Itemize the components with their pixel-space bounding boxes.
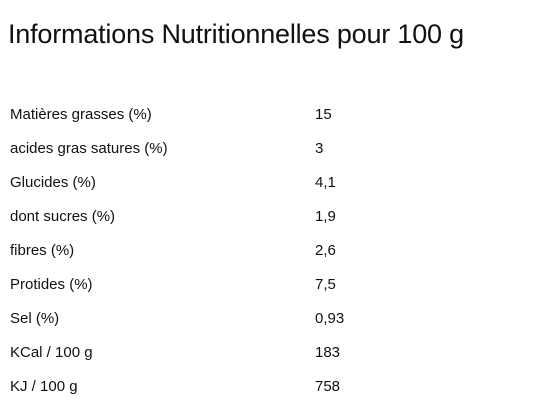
- nutrient-value: 758: [315, 378, 341, 395]
- nutrient-value: 3: [315, 140, 324, 157]
- table-row: fibres (%) 2,6: [10, 234, 510, 268]
- table-row: Glucides (%) 4,1: [10, 166, 510, 200]
- table-row: Matières grasses (%) 15: [10, 98, 510, 132]
- nutrient-label: dont sucres (%): [10, 208, 116, 225]
- nutrient-value: 183: [315, 344, 341, 361]
- nutrient-value: 0,93: [315, 310, 345, 327]
- table-row: KJ / 100 g 758: [10, 370, 510, 404]
- nutrient-value: 1,9: [315, 208, 336, 225]
- nutrient-label: Sel (%): [10, 310, 60, 327]
- nutrient-value: 2,6: [315, 242, 336, 259]
- nutrient-label: Protides (%): [10, 276, 93, 293]
- nutrition-table: Matières grasses (%) 15 acides gras satu…: [10, 98, 510, 404]
- table-row: KCal / 100 g 183: [10, 336, 510, 370]
- nutrient-value: 7,5: [315, 276, 336, 293]
- nutrient-label: KJ / 100 g: [10, 378, 78, 395]
- nutrient-label: acides gras satures (%): [10, 140, 168, 157]
- table-row: Protides (%) 7,5: [10, 268, 510, 302]
- table-row: dont sucres (%) 1,9: [10, 200, 510, 234]
- nutrient-label: Glucides (%): [10, 174, 96, 191]
- nutrient-label: Matières grasses (%): [10, 106, 152, 123]
- page-title: Informations Nutritionnelles pour 100 g: [8, 19, 464, 49]
- nutrient-value: 15: [315, 106, 332, 123]
- nutrient-value: 4,1: [315, 174, 336, 191]
- table-row: Sel (%) 0,93: [10, 302, 510, 336]
- nutrient-label: KCal / 100 g: [10, 344, 93, 361]
- table-row: acides gras satures (%) 3: [10, 132, 510, 166]
- nutrient-label: fibres (%): [10, 242, 75, 259]
